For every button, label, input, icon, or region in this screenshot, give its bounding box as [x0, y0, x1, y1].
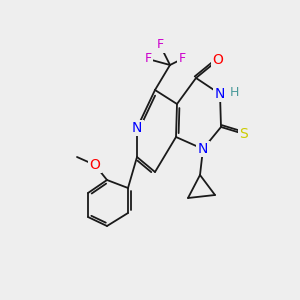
Text: S: S	[240, 127, 248, 141]
Text: H: H	[229, 85, 239, 98]
Text: O: O	[213, 53, 224, 67]
Text: N: N	[215, 87, 225, 101]
Text: F: F	[144, 52, 152, 65]
Text: F: F	[178, 52, 186, 65]
Text: N: N	[132, 121, 142, 135]
Text: O: O	[90, 158, 101, 172]
Text: N: N	[198, 142, 208, 156]
Text: F: F	[156, 38, 164, 52]
